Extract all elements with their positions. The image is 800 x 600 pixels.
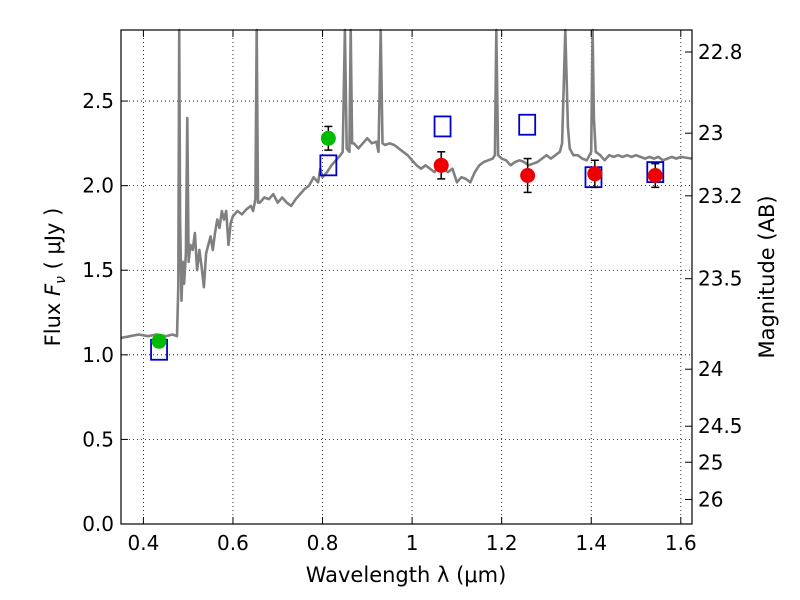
photometry-point	[433, 157, 449, 173]
x-tick-label: 0.8	[307, 531, 339, 555]
y-axis-label-symbol: F	[41, 283, 65, 296]
photometry-point	[520, 167, 536, 183]
y2-tick-label: 24.5	[698, 414, 743, 438]
y-axis-label-subscript: ν	[53, 276, 69, 284]
x-axis-label: Wavelength λ (μm)	[306, 563, 507, 587]
photometry-point	[587, 166, 603, 182]
y2-axis-label: Magnitude (AB)	[755, 195, 779, 358]
y-axis-label: Flux Fν ( μJy )	[41, 208, 69, 347]
marker-layer	[150, 113, 665, 361]
photometry-point	[320, 130, 336, 146]
x-tick-label: 1.2	[486, 531, 518, 555]
y2-tick-label: 24	[698, 357, 723, 381]
x-tick-label: 0.4	[127, 531, 159, 555]
x-tick-label: 0.6	[217, 531, 249, 555]
ticks: 0.4 0.6 0.8 1 1.2 1.4 1.6 0.0 0.5 1.0 1.5 2.0 2.5 22.…	[82, 30, 743, 555]
y2-tick-label: 22.8	[698, 40, 743, 64]
photometry-point	[151, 333, 167, 349]
model-square-marker	[433, 115, 452, 138]
y-tick-label: 0.0	[82, 512, 114, 536]
y-tick-label: 2.5	[82, 89, 114, 113]
x-tick-label: 1.6	[665, 531, 697, 555]
grid	[121, 30, 692, 525]
model-square-marker	[319, 154, 338, 177]
y2-tick-label: 25	[698, 450, 723, 474]
x-tick-label: 1	[406, 531, 419, 555]
y-tick-label: 1.5	[82, 258, 114, 282]
y2-tick-label: 23	[698, 121, 723, 145]
plot-frame	[120, 29, 693, 525]
photometry-point	[647, 167, 663, 183]
x-tick-label: 1.4	[575, 531, 607, 555]
spectrum-layer	[120, 28, 693, 340]
y-axis-label-prefix: Flux	[41, 296, 65, 346]
y2-tick-label: 26	[698, 487, 723, 511]
y-axis-label-suffix: ( μJy )	[41, 208, 65, 276]
y-tick-label: 2.0	[82, 174, 114, 198]
spectrum-line	[120, 28, 693, 340]
y2-tick-label: 23.2	[698, 184, 743, 208]
y-tick-label: 1.0	[82, 343, 114, 367]
y-tick-label: 0.5	[82, 427, 114, 451]
model-square-marker	[518, 113, 537, 136]
y2-tick-label: 23.5	[698, 267, 743, 291]
